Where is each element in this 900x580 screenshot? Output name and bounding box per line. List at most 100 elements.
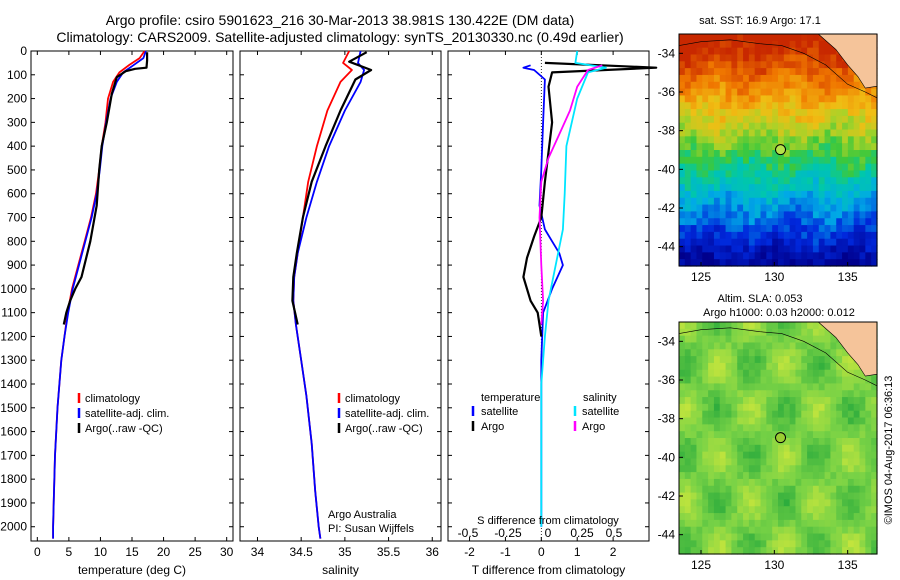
panel-temperature-series-line [62, 52, 149, 325]
difference-s-axis-label: S difference from climatology [477, 515, 619, 527]
panel-salinity-xtick-label: 35 [338, 545, 352, 559]
panel-sla_map-contour [678, 327, 878, 387]
panel-temperature-xtick-label: 25 [188, 545, 202, 559]
y-tick-label: 0 [20, 44, 27, 58]
legend-label: climatology [85, 393, 141, 405]
difference-s-tick-label: -0.25 [494, 526, 522, 540]
panel-temperature-xtick-label: 20 [157, 545, 171, 559]
panel-temperature-xtick-label: 15 [125, 545, 139, 559]
legend-label: satellite [481, 406, 518, 418]
y-tick-label: 1300 [0, 353, 27, 367]
panel-sla_map-frame [678, 321, 878, 555]
panel-sst_map-argo-marker [775, 144, 787, 156]
y-tick-label: 1000 [0, 282, 27, 296]
panel-sst_map-ytick-label: -40 [658, 162, 676, 176]
difference-s-tick-label: 0.25 [570, 526, 594, 540]
legend-label: Argo(..raw -QC) [345, 423, 423, 435]
panel-difference-series-line [540, 50, 607, 527]
panel-sst_map-xtick-label: 130 [764, 270, 784, 284]
y-tick-label: 1100 [1, 306, 27, 320]
panel-salinity-xtick-label: 34 [251, 545, 265, 559]
panel-difference-xtick-label: 0 [538, 545, 545, 559]
legend-temperature-title: temperature [481, 392, 540, 404]
panel-difference-xtick-label: 1 [574, 545, 581, 559]
panel-sla_map-ytick-label: -38 [658, 412, 676, 426]
credit-footer: ©IMOS 04-Aug-2017 06:36:13 [883, 376, 895, 525]
y-tick-label: 100 [7, 68, 27, 82]
panel-sst_map-ytick-label: -42 [658, 201, 676, 215]
panel-temperature-xtick-label: 10 [94, 545, 108, 559]
panel-difference-xtick-label: 2 [610, 545, 617, 559]
y-tick-label: 700 [7, 211, 27, 225]
difference-s-tick-label: 0 [545, 526, 552, 540]
legend-salinity-title: salinity [583, 392, 617, 404]
y-tick-label: 2000 [0, 520, 27, 534]
y-tick-label: 1500 [0, 401, 27, 415]
panel-temperature-xtick-label: 0 [34, 545, 41, 559]
header-title-line1: Argo profile: csiro 5901623_216 30-Mar-2… [105, 12, 575, 28]
y-tick-label: 1200 [0, 329, 27, 343]
legend-label: Argo [582, 421, 605, 433]
panel-sst_map-ytick-label: -38 [658, 124, 676, 138]
panel-temperature-frame [30, 50, 234, 542]
panel-temperature-xlabel: temperature (deg C) [78, 563, 186, 577]
y-tick-label: 1700 [0, 448, 27, 462]
sla-map-title-line2: Argo h1000: 0.03 h2000: 0.012 [703, 307, 855, 319]
panel-sla_map-ytick-label: -34 [658, 334, 676, 348]
y-tick-label: 1600 [0, 425, 27, 439]
legend-label: satellite [582, 406, 619, 418]
panel-sst_map-xtick-label: 135 [838, 270, 858, 284]
legend-label: Argo [481, 421, 504, 433]
panel-temperature-series-line [52, 50, 147, 539]
panel-sst_map-ytick-label: -44 [658, 240, 676, 254]
annotation-pi: PI: Susan Wijffels [328, 523, 414, 535]
panel-sst_map-frame [678, 33, 878, 267]
difference-s-tick-label: -0.5 [458, 526, 479, 540]
panel-sla_map-xtick-label: 135 [838, 558, 858, 572]
panel-sla_map-ytick-label: -42 [658, 489, 676, 503]
y-tick-label: 900 [7, 258, 27, 272]
panel-sla_map-xtick-label: 125 [691, 558, 711, 572]
panel-sst_map-image [679, 34, 878, 267]
panel-difference-xtick-label: -2 [464, 545, 475, 559]
legend-label: Argo(..raw -QC) [85, 423, 163, 435]
y-tick-label: 400 [7, 139, 27, 153]
panel-difference-series-line [522, 61, 658, 337]
panel-salinity-xtick-label: 35.5 [377, 545, 401, 559]
header-title-line2: Climatology: CARS2009. Satellite-adjuste… [56, 29, 624, 45]
panel-difference-series-line [522, 64, 564, 527]
y-tick-label: 500 [7, 163, 27, 177]
y-tick-label: 1900 [0, 496, 27, 510]
panel-sst_map-contour [678, 39, 878, 99]
panel-salinity-xtick-label: 34.5 [289, 545, 313, 559]
panel-sla_map-xtick-label: 130 [764, 558, 784, 572]
sla-map-title-line1: Altim. SLA: 0.053 [718, 293, 803, 305]
panel-salinity-series-line [291, 51, 373, 325]
y-tick-label: 200 [7, 92, 27, 106]
y-tick-label: 300 [7, 115, 27, 129]
panel-salinity-xtick-label: 36 [426, 545, 440, 559]
panel-difference-xtick-label: -1 [500, 545, 511, 559]
panel-salinity-frame [239, 50, 442, 542]
panel-sla_map-ytick-label: -36 [658, 373, 676, 387]
legend-label: satellite-adj. clim. [345, 408, 429, 420]
panel-sla_map-ytick-label: -40 [658, 450, 676, 464]
legend-label: satellite-adj. clim. [85, 408, 169, 420]
sst-map-title: sat. SST: 16.9 Argo: 17.1 [699, 15, 821, 27]
y-tick-label: 600 [7, 187, 27, 201]
panel-difference-xlabel: T difference from climatology [472, 563, 626, 577]
panel-temperature-xtick-label: 5 [66, 545, 73, 559]
panel-sst_map-ytick-label: -36 [658, 85, 676, 99]
panel-sst_map-xtick-label: 125 [691, 270, 711, 284]
panel-salinity-xlabel: salinity [322, 563, 359, 577]
panel-sst_map-ytick-label: -34 [658, 46, 676, 60]
legend-label: climatology [345, 393, 401, 405]
y-tick-label: 800 [7, 234, 27, 248]
y-tick-label: 1400 [0, 377, 27, 391]
annotation-institution: Argo Australia [328, 509, 397, 521]
y-tick-label: 1800 [0, 472, 27, 486]
panel-sla_map-ytick-label: -44 [658, 528, 676, 542]
difference-s-tick-label: 0.5 [606, 526, 623, 540]
panel-difference-series-line [538, 64, 603, 325]
